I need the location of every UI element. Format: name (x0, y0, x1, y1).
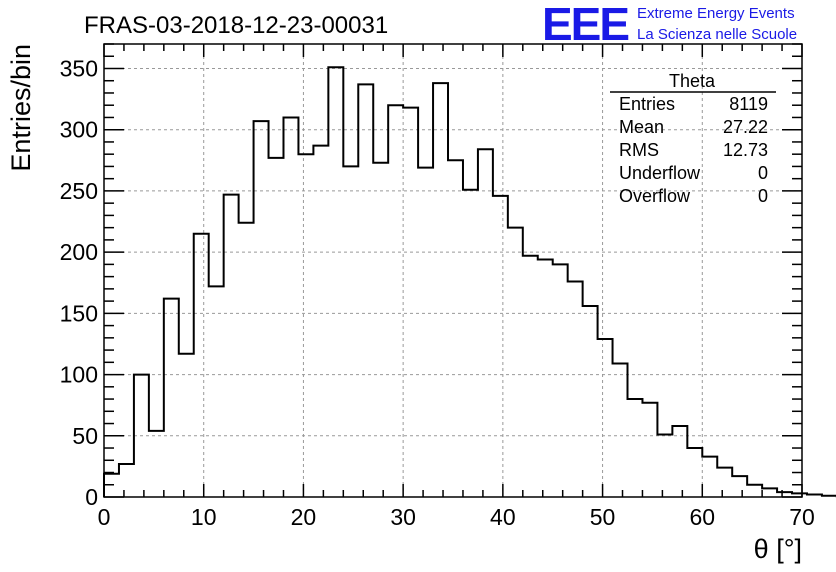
histogram-bin (657, 435, 672, 497)
histogram-bin (269, 158, 284, 497)
x-tick-label: 20 (291, 504, 317, 530)
histogram-bin (672, 426, 687, 497)
histogram-bin (104, 474, 119, 497)
histogram-bin (134, 375, 149, 497)
histogram-bin (358, 84, 373, 497)
histogram-bin (583, 306, 598, 497)
histogram-bin (598, 339, 613, 497)
x-tick-label: 0 (98, 504, 111, 530)
histogram-bin (388, 105, 403, 497)
histogram-bin (164, 299, 179, 497)
histogram-bin (119, 464, 134, 497)
histogram-bin (373, 163, 388, 497)
histogram-bin (418, 168, 433, 497)
histogram-bin (313, 146, 328, 497)
y-tick-label: 150 (60, 300, 98, 326)
histogram-bin (613, 364, 628, 497)
histogram-bin (717, 468, 732, 497)
histogram-bin (433, 83, 448, 497)
y-tick-label: 300 (60, 117, 98, 143)
histogram-bin (628, 399, 643, 497)
eee-logo-line1: Extreme Energy Events (637, 5, 795, 22)
histogram-bin (463, 190, 478, 497)
histogram-bin (298, 154, 313, 497)
histogram-bin (822, 496, 836, 497)
histogram-bin (283, 117, 298, 497)
x-tick-label: 50 (590, 504, 616, 530)
histogram-bin (448, 160, 463, 497)
stats-value: 27.22 (723, 117, 768, 137)
histogram-bin (328, 67, 343, 497)
y-tick-label: 0 (85, 484, 98, 510)
eee-logo-line2: La Scienza nelle Scuole (637, 26, 797, 43)
grid-lines (104, 44, 802, 497)
histogram-bin (508, 228, 523, 497)
histogram-bin (239, 223, 254, 497)
chart-title: FRAS-03-2018-12-23-00031 (84, 12, 388, 39)
stats-value: 0 (758, 186, 768, 206)
stats-title: Theta (669, 71, 716, 91)
x-tick-label: 40 (490, 504, 516, 530)
histogram-bin (762, 488, 777, 497)
x-tick-label: 10 (191, 504, 217, 530)
y-axis-label: Entries/bin (6, 44, 36, 172)
y-tick-label: 250 (60, 178, 98, 204)
histogram-bin (568, 282, 583, 497)
y-tick-label: 200 (60, 239, 98, 265)
eee-logo-mark: EEE (542, 0, 628, 50)
axis-ticks (103, 43, 803, 498)
stats-box: Theta Entries 8119 Mean 27.22 RMS 12.73 Underf… (610, 71, 776, 206)
histogram-bin (403, 108, 418, 497)
histogram-bin (194, 234, 209, 497)
plot-frame (103, 43, 803, 498)
histogram-bin (493, 196, 508, 497)
x-tick-label: 70 (789, 504, 815, 530)
stats-label: Overflow (619, 186, 691, 206)
histogram-series (103, 66, 836, 498)
y-tick-label: 100 (60, 362, 98, 388)
y-tick-label: 350 (60, 55, 98, 81)
histogram-bin (747, 485, 762, 497)
histogram-bin (553, 264, 568, 497)
stats-value: 0 (758, 163, 768, 183)
histogram-bin (732, 476, 747, 497)
y-tick-label: 50 (72, 423, 98, 449)
stats-label: Entries (619, 94, 675, 114)
histogram-bin (149, 431, 164, 497)
x-tick-label: 30 (390, 504, 416, 530)
x-axis-label: θ [°] (754, 534, 802, 564)
histogram-bin (343, 166, 358, 497)
stats-value: 8119 (729, 94, 768, 114)
histogram-bin (478, 149, 493, 497)
eee-logo: EEE Extreme Energy Events La Scienza nel… (542, 0, 797, 50)
stats-value: 12.73 (723, 140, 768, 160)
stats-label: Underflow (619, 163, 701, 183)
histogram-bin (538, 259, 553, 497)
histogram-bin (702, 457, 717, 497)
x-tick-label: 60 (689, 504, 715, 530)
histogram-bin (807, 495, 822, 497)
tick-labels: 0 10 20 30 40 50 60 70 0 50 100 150 200 250 300 350 (60, 55, 815, 530)
stats-label: Mean (619, 117, 664, 137)
histogram-bin (523, 256, 538, 497)
histogram-bin (179, 354, 194, 497)
stats-label: RMS (619, 140, 659, 160)
histogram-bin (254, 121, 269, 497)
histogram-bin (642, 403, 657, 497)
histogram-bin (224, 195, 239, 497)
stats-rows: Entries 8119 Mean 27.22 RMS 12.73 Underflow 0 Ov… (619, 94, 768, 206)
histogram-bin (687, 448, 702, 497)
histogram-bin (209, 286, 224, 497)
